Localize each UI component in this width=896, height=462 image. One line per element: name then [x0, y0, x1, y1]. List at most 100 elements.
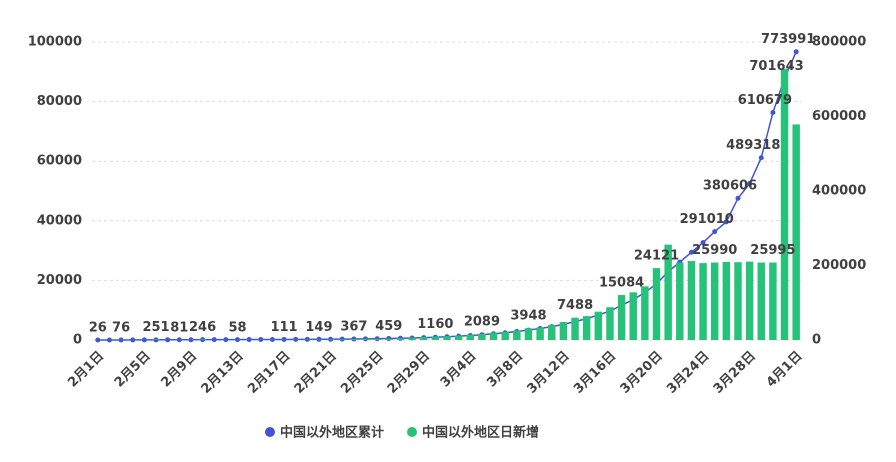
data-label: 81 — [170, 320, 188, 335]
bar — [385, 338, 393, 340]
bar — [198, 339, 207, 340]
x-tick-label: 3月16日 — [571, 349, 619, 397]
bar — [792, 124, 800, 341]
data-label: 25995 — [750, 243, 795, 258]
x-tick-label: 2月5日 — [112, 349, 154, 391]
x-tick-label: 3月12日 — [525, 349, 573, 397]
data-label: 25990 — [692, 243, 737, 258]
y-tick-label: 60000 — [37, 154, 82, 169]
bar — [687, 261, 696, 340]
point — [770, 110, 776, 116]
point — [293, 336, 299, 342]
bar — [652, 268, 661, 340]
bar — [408, 337, 416, 340]
x-tick-label: 2月17日 — [245, 349, 293, 397]
legend-label: 中国以外地区日新增 — [422, 425, 539, 441]
y2-tick-label: 800000 — [812, 35, 866, 50]
legend-marker — [265, 427, 275, 437]
bar — [745, 261, 754, 340]
bar — [734, 262, 742, 340]
data-label: 7488 — [557, 298, 593, 313]
data-label: 610679 — [738, 93, 792, 108]
data-label: 76 — [112, 320, 130, 335]
data-label: 58 — [228, 320, 246, 335]
bar — [489, 332, 498, 340]
point — [316, 336, 322, 342]
bar — [548, 325, 556, 340]
x-tick-label: 4月1日 — [764, 349, 806, 391]
point — [374, 336, 380, 342]
x-tick-label: 3月4日 — [438, 349, 480, 391]
bar — [769, 262, 777, 340]
y-tick-label: 80000 — [37, 94, 82, 109]
bar — [419, 337, 428, 340]
data-label: 251 — [142, 320, 169, 335]
point — [747, 181, 753, 187]
bar — [629, 292, 637, 340]
bar — [676, 262, 684, 340]
data-label: 149 — [305, 320, 332, 335]
data-label: 1160 — [417, 317, 453, 332]
bar — [373, 338, 381, 340]
data-label: 489318 — [726, 138, 780, 153]
point — [339, 336, 345, 342]
bar — [536, 327, 544, 340]
data-label: 111 — [270, 320, 297, 335]
data-label: 24121 — [634, 249, 679, 264]
point — [211, 337, 217, 343]
bar — [431, 336, 440, 340]
bar — [641, 286, 649, 340]
bar — [780, 68, 789, 340]
bar — [350, 338, 358, 340]
legend-label: 中国以外地区累计 — [280, 425, 384, 441]
x-tick-label: 3月20日 — [618, 349, 666, 397]
point — [735, 195, 741, 201]
x-tick-label: 3月28日 — [711, 349, 759, 397]
point — [281, 336, 287, 342]
point — [328, 336, 334, 342]
data-label: 380606 — [703, 179, 757, 194]
y2-tick-label: 400000 — [812, 184, 866, 199]
y2-tick-label: 200000 — [812, 258, 866, 273]
bar — [501, 331, 509, 340]
point — [758, 155, 764, 161]
data-label: 2089 — [464, 314, 500, 329]
point — [700, 240, 706, 246]
bar — [594, 311, 603, 340]
point — [246, 337, 252, 343]
point — [723, 219, 729, 225]
data-label: 15084 — [599, 276, 644, 291]
data-label: 291010 — [680, 212, 734, 227]
point — [165, 337, 171, 343]
data-label: 701643 — [749, 59, 803, 74]
y-tick-label: 0 — [73, 333, 82, 348]
bar — [454, 335, 463, 340]
y-tick-label: 20000 — [37, 273, 82, 288]
bar — [710, 262, 719, 340]
x-tick-label: 2月25日 — [338, 349, 386, 397]
bar — [699, 263, 707, 340]
bar — [478, 333, 486, 340]
point — [793, 49, 799, 55]
bar — [361, 338, 370, 340]
y-tick-label: 100000 — [28, 35, 82, 50]
point — [269, 336, 275, 342]
x-tick-label: 2月29日 — [385, 349, 433, 397]
y-tick-label: 40000 — [37, 213, 82, 228]
point — [688, 249, 694, 255]
bar — [152, 339, 160, 340]
point — [234, 337, 240, 343]
bar — [617, 295, 626, 340]
data-label: 367 — [340, 319, 367, 334]
x-tick-label: 2月9日 — [158, 349, 200, 391]
x-tick-label: 3月24日 — [664, 349, 712, 397]
point — [712, 229, 718, 235]
x-tick-label: 2月13日 — [199, 349, 247, 397]
bar — [582, 316, 591, 340]
bar — [722, 261, 731, 340]
y2-tick-label: 0 — [812, 333, 821, 348]
data-label: 773991 — [761, 32, 815, 47]
point — [386, 336, 392, 342]
bar — [757, 262, 765, 340]
data-label: 459 — [375, 319, 402, 334]
